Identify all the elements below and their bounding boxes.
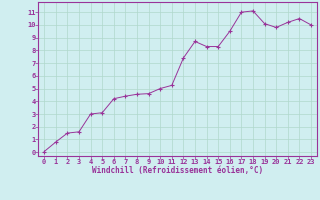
X-axis label: Windchill (Refroidissement éolien,°C): Windchill (Refroidissement éolien,°C) xyxy=(92,166,263,175)
